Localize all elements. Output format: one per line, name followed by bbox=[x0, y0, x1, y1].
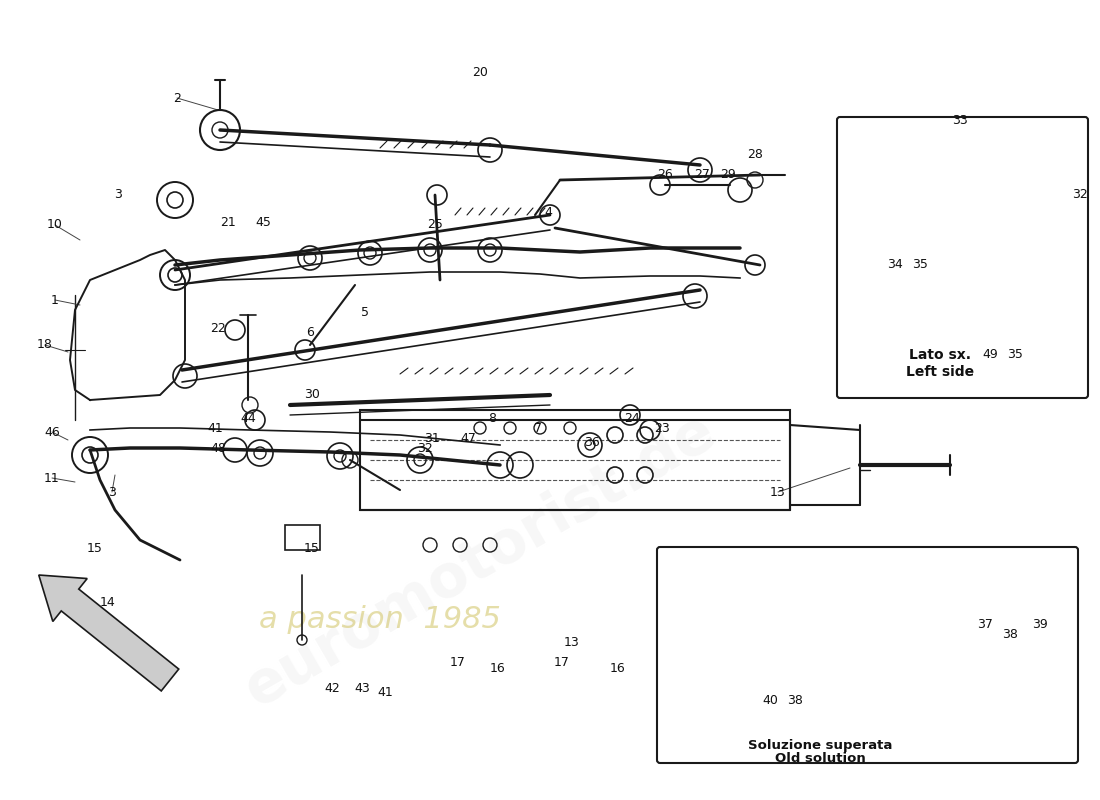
Text: 8: 8 bbox=[488, 411, 496, 425]
Text: 41: 41 bbox=[377, 686, 393, 698]
Text: 44: 44 bbox=[240, 411, 256, 425]
Text: 20: 20 bbox=[472, 66, 488, 78]
Text: 15: 15 bbox=[87, 542, 103, 554]
Polygon shape bbox=[70, 250, 185, 400]
Text: 14: 14 bbox=[100, 595, 116, 609]
Text: euromotorist.de: euromotorist.de bbox=[234, 402, 726, 718]
Text: 39: 39 bbox=[1032, 618, 1048, 631]
Text: 6: 6 bbox=[306, 326, 313, 338]
Text: 38: 38 bbox=[1002, 629, 1018, 642]
Text: 17: 17 bbox=[450, 655, 466, 669]
Text: 18: 18 bbox=[37, 338, 53, 351]
FancyBboxPatch shape bbox=[837, 117, 1088, 398]
Text: 13: 13 bbox=[564, 635, 580, 649]
Text: Old solution: Old solution bbox=[774, 751, 866, 765]
Text: 36: 36 bbox=[584, 435, 600, 449]
Text: 45: 45 bbox=[255, 215, 271, 229]
Text: 34: 34 bbox=[887, 258, 903, 271]
Text: 16: 16 bbox=[491, 662, 506, 674]
Text: 2: 2 bbox=[173, 91, 180, 105]
Text: 48: 48 bbox=[210, 442, 225, 454]
Text: Left side: Left side bbox=[906, 365, 975, 379]
Text: 16: 16 bbox=[610, 662, 626, 674]
Text: 41: 41 bbox=[207, 422, 223, 434]
Text: 47: 47 bbox=[460, 431, 476, 445]
Text: 35: 35 bbox=[1008, 349, 1023, 362]
Text: 33: 33 bbox=[953, 114, 968, 126]
Text: 13: 13 bbox=[770, 486, 785, 498]
Text: Soluzione superata: Soluzione superata bbox=[748, 738, 892, 751]
Text: 25: 25 bbox=[427, 218, 443, 231]
Text: 5: 5 bbox=[361, 306, 368, 318]
Text: 32: 32 bbox=[417, 442, 433, 454]
Text: 29: 29 bbox=[720, 169, 736, 182]
Text: 21: 21 bbox=[220, 215, 235, 229]
Text: 7: 7 bbox=[534, 422, 542, 434]
Text: 49: 49 bbox=[982, 349, 998, 362]
Text: 38: 38 bbox=[788, 694, 803, 706]
Text: 3: 3 bbox=[108, 486, 115, 498]
Text: 23: 23 bbox=[654, 422, 670, 434]
Text: 3: 3 bbox=[114, 189, 122, 202]
Text: 1: 1 bbox=[51, 294, 59, 306]
Text: 24: 24 bbox=[624, 411, 640, 425]
Text: 27: 27 bbox=[694, 169, 710, 182]
Text: a passion  1985: a passion 1985 bbox=[260, 606, 500, 634]
Bar bbox=[360, 410, 790, 510]
FancyArrow shape bbox=[39, 575, 178, 691]
Text: 15: 15 bbox=[304, 542, 320, 554]
Text: 43: 43 bbox=[354, 682, 370, 694]
Text: 28: 28 bbox=[747, 149, 763, 162]
Bar bbox=[285, 525, 320, 550]
FancyBboxPatch shape bbox=[657, 547, 1078, 763]
Circle shape bbox=[912, 227, 928, 243]
Text: 11: 11 bbox=[44, 471, 59, 485]
Text: 26: 26 bbox=[657, 169, 673, 182]
Text: 10: 10 bbox=[47, 218, 63, 231]
Text: Lato sx.: Lato sx. bbox=[909, 348, 971, 362]
Text: 32: 32 bbox=[1072, 189, 1088, 202]
Text: 37: 37 bbox=[977, 618, 993, 631]
Text: 35: 35 bbox=[912, 258, 928, 271]
Text: 31: 31 bbox=[425, 431, 440, 445]
Bar bbox=[800, 620, 860, 680]
Text: 42: 42 bbox=[324, 682, 340, 694]
Bar bbox=[700, 630, 900, 720]
Text: 46: 46 bbox=[44, 426, 59, 438]
Text: 30: 30 bbox=[304, 389, 320, 402]
Text: 17: 17 bbox=[554, 655, 570, 669]
Text: 4: 4 bbox=[544, 206, 552, 218]
Text: 40: 40 bbox=[762, 694, 778, 706]
Text: 22: 22 bbox=[210, 322, 225, 334]
